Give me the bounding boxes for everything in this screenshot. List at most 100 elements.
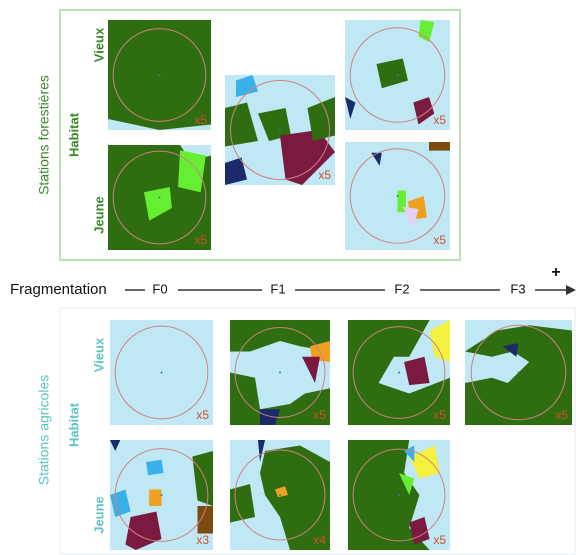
patch [409,445,440,479]
tile: x5 [348,320,450,425]
axis-label: Fragmentation [10,281,107,298]
habitat-label: Habitat [66,402,81,447]
patch [230,484,255,523]
patch [465,325,572,425]
patch [409,517,430,545]
tile-label: x5 [194,113,207,127]
station-point [279,129,281,131]
station-point [517,371,520,374]
buffer-circle [349,148,446,244]
buffer-circle [234,449,326,541]
tile: x5 [108,20,211,130]
patch [275,486,288,498]
station-point [158,74,161,76]
patch [280,130,335,185]
patch [110,440,121,451]
tile-label: x5 [433,533,446,547]
patch [230,320,330,352]
patch [397,190,406,213]
buffer-circle [234,327,326,418]
tile-label: x5 [433,113,446,127]
tile-label: x5 [318,168,331,182]
patch [399,473,415,495]
buffer-circle [230,80,330,180]
tile-label: x3 [196,533,209,547]
station-point [160,371,163,374]
row-label: Jeune [91,496,106,534]
tile: x5 [465,320,572,425]
buffer-circle [112,150,207,245]
axis-level: F3 [510,281,525,296]
tile-label: x5 [194,233,207,247]
patch [225,157,247,185]
buffer-circle [470,324,567,421]
patch [149,489,162,506]
patch [307,97,335,141]
tile: x5 [345,142,450,250]
buffer-circle [112,28,207,122]
station-point [160,494,163,496]
row-label: Jeune [91,196,106,234]
tile-label: x5 [196,408,209,422]
patch [376,58,408,89]
buffer-circle [114,448,209,542]
tile-label: x5 [433,233,446,247]
buffer-circle [349,27,446,123]
buffer-circle [352,326,446,419]
tile-label: x5 [433,408,446,422]
station-point [279,494,281,496]
patch [429,142,450,151]
patch [402,206,419,229]
tile: x5 [225,75,335,185]
station-point [396,74,399,76]
patch [260,409,280,425]
patch [429,320,450,362]
panel-title: Stations forestières [36,75,52,195]
tile: x5 [108,145,211,250]
patch [404,356,430,386]
station-point [398,371,400,374]
station-point [398,494,400,496]
patch [502,343,519,357]
axis-more: + [551,264,560,281]
patch [236,75,258,97]
patch [146,459,164,476]
row-label: Vieux [91,27,106,62]
patch [371,152,382,166]
buffer-circle [114,325,209,420]
tile-label: x4 [313,533,326,547]
panel-title: Stations agricoles [36,375,52,486]
station-point [396,195,399,197]
tile: x5 [345,20,450,130]
tile-label: x5 [555,408,568,422]
patch [197,506,213,534]
patch [230,372,330,425]
tile: x5 [110,320,213,425]
patch [258,440,265,462]
axis-level: F2 [394,281,409,296]
patch [144,187,172,221]
station-point [158,196,161,199]
patch [348,320,450,425]
tile-label: x5 [313,408,326,422]
patch [302,356,320,383]
buffer-circle [352,448,446,542]
station-point [279,371,281,374]
tile: x3 [110,440,213,550]
axis-level: F0 [152,281,167,296]
patch [260,445,330,550]
tile: x5 [348,440,450,550]
patch [178,150,206,193]
patch [418,20,435,42]
row-label: Vieux [91,337,106,372]
habitat-label: Habitat [66,112,81,157]
axis-arrow [566,285,576,295]
axis-level: F1 [270,281,285,296]
tile: x4 [230,440,330,550]
tile: x5 [230,320,330,425]
agri-panel [59,307,576,555]
patch [345,97,356,119]
forest-panel [59,9,461,261]
patch [258,108,291,141]
